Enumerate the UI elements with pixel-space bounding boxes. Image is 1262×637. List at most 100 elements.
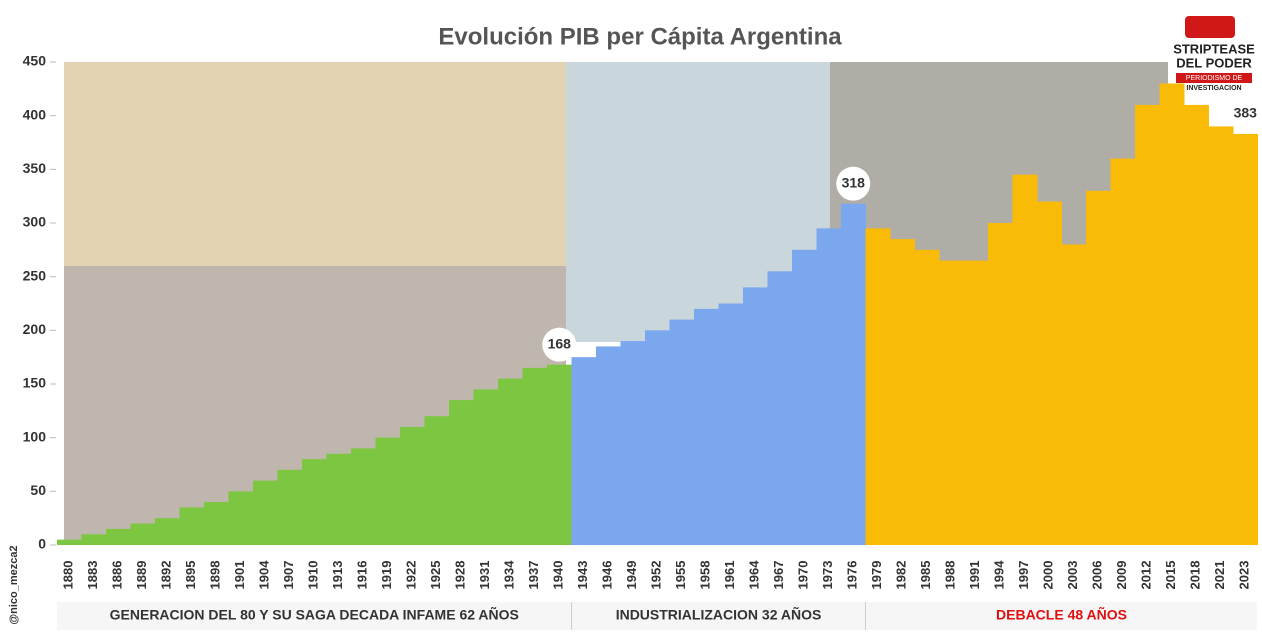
x-tick-label: 2021 [1212, 561, 1227, 590]
area-step [498, 379, 523, 545]
area-step [131, 524, 156, 545]
x-tick-label: 1928 [453, 561, 468, 590]
area-step [376, 438, 401, 545]
area-step [253, 481, 278, 545]
x-tick-label: 1907 [281, 561, 296, 590]
area-step [670, 320, 695, 545]
area-step [302, 459, 327, 545]
area-step [474, 389, 499, 545]
area-step [866, 228, 891, 545]
x-tick-label: 1925 [428, 561, 443, 590]
x-tick-label: 1934 [502, 560, 517, 590]
value-label: 383 [1234, 105, 1258, 121]
legend-label: INDUSTRIALIZACION 32 AÑOS [616, 606, 822, 623]
grain-photo [64, 62, 566, 266]
value-label: 318 [842, 174, 866, 190]
x-tick-label: 1943 [575, 561, 590, 590]
y-tick-label: 300 [23, 214, 47, 230]
x-tick-label: 1961 [722, 561, 737, 590]
area-step [645, 330, 670, 545]
y-tick-label: 200 [23, 321, 47, 337]
x-tick-label: 2006 [1090, 561, 1105, 590]
x-tick-label: 2000 [1041, 561, 1056, 590]
area-step [523, 368, 548, 545]
x-tick-label: 1922 [404, 561, 419, 590]
area-step [106, 529, 131, 545]
x-tick-label: 1937 [526, 561, 541, 590]
area-step [792, 250, 817, 545]
x-tick-label: 2015 [1163, 561, 1178, 590]
logo-text: STRIPTEASE [1173, 41, 1255, 56]
area-step [988, 223, 1013, 545]
area-step [915, 250, 940, 545]
x-tick-label: 1919 [379, 561, 394, 590]
area-step [1111, 159, 1136, 545]
x-tick-label: 1955 [673, 561, 688, 590]
area-step [1135, 105, 1160, 545]
area-step [743, 287, 768, 545]
x-tick-label: 1886 [110, 561, 125, 590]
y-tick-label: 100 [23, 428, 47, 444]
area-step [180, 507, 205, 545]
y-tick-label: 450 [23, 53, 47, 69]
area-step [204, 502, 229, 545]
area-step [621, 341, 646, 545]
area-step [817, 228, 842, 545]
logo-icon [1185, 16, 1235, 38]
x-tick-label: 1949 [624, 561, 639, 590]
x-tick-label: 1892 [159, 561, 174, 590]
area-step [400, 427, 425, 545]
x-tick-label: 2012 [1139, 561, 1154, 590]
x-tick-label: 1946 [600, 561, 615, 590]
x-tick-label: 1994 [992, 560, 1007, 590]
x-tick-label: 1964 [747, 560, 762, 590]
area-step [939, 261, 964, 545]
x-tick-label: 2018 [1188, 561, 1203, 590]
area-step [572, 357, 597, 545]
area-step [768, 271, 793, 545]
area-step [1209, 126, 1234, 545]
x-tick-label: 1958 [698, 561, 713, 590]
area-step [449, 400, 474, 545]
y-tick-label: 150 [23, 375, 47, 391]
area-step [596, 346, 621, 545]
x-tick-label: 2023 [1237, 561, 1252, 590]
y-tick-label: 350 [23, 160, 47, 176]
credit: @nico_mezca2 [8, 545, 20, 624]
area-step [425, 416, 450, 545]
y-tick-label: 400 [23, 106, 47, 122]
area-step [1037, 202, 1062, 545]
area-step [964, 261, 989, 545]
x-tick-label: 1982 [894, 561, 909, 590]
y-tick-label: 50 [30, 482, 46, 498]
x-tick-label: 1997 [1016, 561, 1031, 590]
area-step [890, 239, 915, 545]
x-tick-label: 1898 [208, 561, 223, 590]
x-tick-label: 1940 [551, 561, 566, 590]
x-tick-label: 1880 [61, 561, 76, 590]
chart-title: Evolución PIB per Cápita Argentina [438, 23, 842, 50]
x-tick-label: 1895 [183, 561, 198, 590]
y-tick-label: 250 [23, 267, 47, 283]
x-tick-label: 1883 [85, 561, 100, 590]
x-tick-label: 2003 [1065, 561, 1080, 590]
area-step [1184, 105, 1209, 545]
chart: Evolución PIB per Cápita Argentina @nico… [0, 0, 1262, 632]
x-tick-label: 1973 [820, 561, 835, 590]
area-step [719, 304, 744, 546]
x-tick-label: 1985 [918, 561, 933, 590]
x-tick-label: 1889 [134, 561, 149, 590]
logo-text: PERIODISMO DE [1186, 75, 1243, 82]
area-step [278, 470, 303, 545]
area-step [1086, 191, 1111, 545]
area-step [1013, 175, 1038, 545]
y-tick-label: 0 [38, 536, 46, 552]
x-tick-label: 1910 [306, 561, 321, 590]
area-step [1160, 83, 1185, 545]
area-step [327, 454, 352, 545]
x-tick-label: 1979 [869, 561, 884, 590]
area-step [841, 204, 866, 545]
x-tick-label: 1970 [796, 561, 811, 590]
area-step [1233, 134, 1258, 545]
legend-label: DEBACLE 48 AÑOS [996, 606, 1127, 623]
